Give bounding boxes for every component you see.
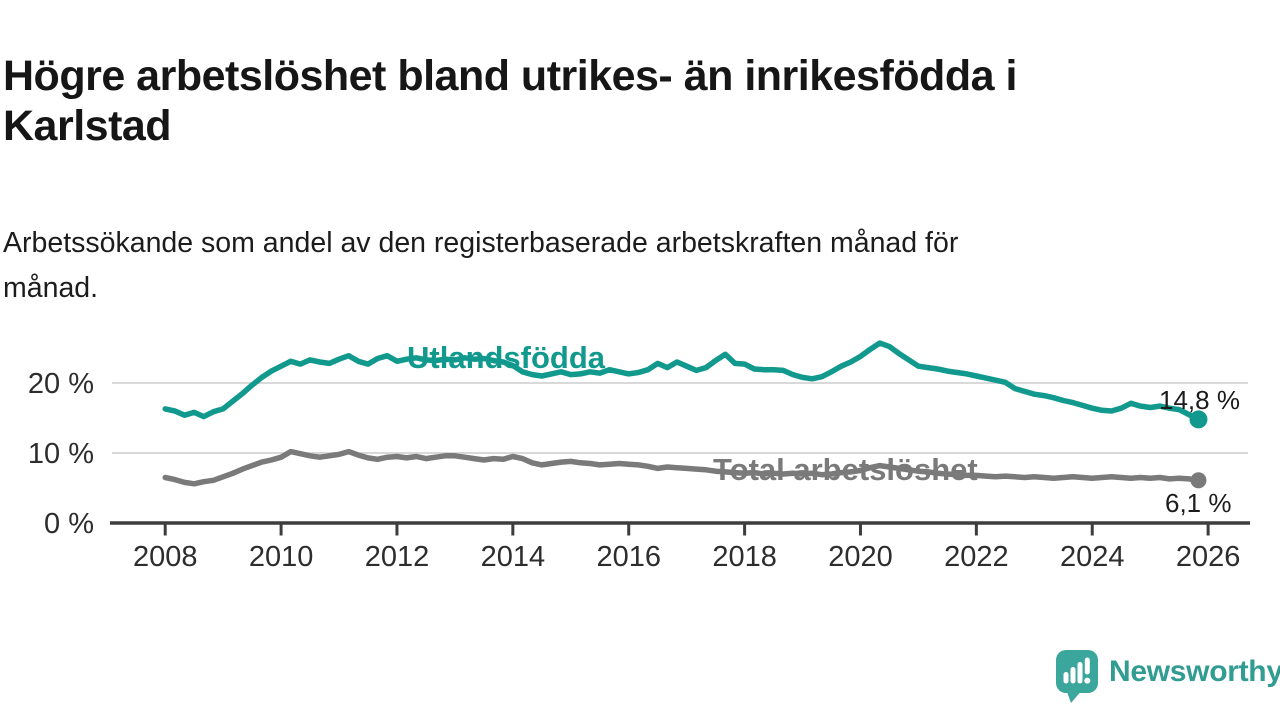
end-dot-utlandsfodda — [1189, 410, 1208, 429]
y-tick-label: 20 % — [28, 368, 94, 400]
newsworthy-logo: Newsworthy — [1056, 650, 1280, 704]
series-line-utlandsfodda — [162, 340, 1202, 423]
x-tick-label: 2024 — [1060, 541, 1125, 573]
x-tick-label: 2016 — [596, 541, 661, 573]
x-tick-label: 2010 — [249, 541, 314, 573]
end-value-label-total: 6,1 % — [1165, 488, 1232, 518]
x-tick-label: 2022 — [944, 541, 1009, 573]
page-title: Högre arbetslöshet bland utrikes- än inr… — [3, 51, 1017, 150]
end-dot-total — [1190, 472, 1207, 489]
x-tick-label: 2008 — [133, 541, 198, 573]
chart-subtitle: Arbetssökande som andel av den registerb… — [3, 226, 959, 304]
series-label-utlandsfodda: Utlandsfödda — [407, 340, 606, 375]
y-tick-label: 10 % — [28, 438, 94, 470]
end-value-label-utlandsfodda: 14,8 % — [1159, 385, 1240, 415]
series-line-total — [162, 448, 1202, 487]
series-label-total-arbetsloshet: Total arbetslöshet — [713, 452, 978, 487]
x-tick-label: 2012 — [365, 541, 430, 573]
y-tick-label: 0 % — [44, 508, 94, 540]
newsworthy-wordmark: Newsworthy — [1109, 655, 1280, 688]
x-tick-label: 2020 — [828, 541, 893, 573]
x-tick-label: 2018 — [712, 541, 777, 573]
x-tick-label: 2026 — [1176, 541, 1241, 573]
x-tick-label: 2014 — [481, 541, 546, 573]
newsworthy-bubble-chart-icon — [1056, 650, 1098, 703]
